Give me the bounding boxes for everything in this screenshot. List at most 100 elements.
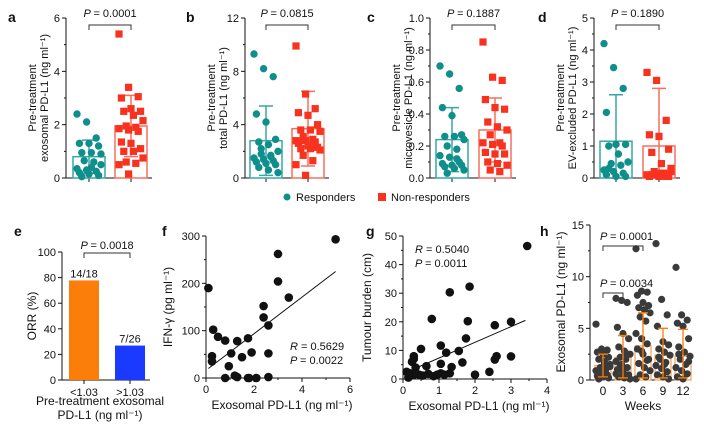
panel-f-x-tick-label: 4 [299, 384, 305, 396]
panel-letter-d: d [538, 9, 547, 25]
panel-d-point-responder [612, 140, 620, 149]
legend-non-responders-marker [378, 193, 386, 201]
panel-g-point [422, 361, 431, 371]
panel-b-point-non-responder [302, 137, 310, 145]
panel-a-point-non-responder [137, 107, 145, 115]
panel-c-point-responder [445, 70, 454, 78]
panel-c-p-value: P = 0.1887 [447, 8, 500, 20]
panel-g-x-label: Exosomal PD-L1 (ng ml⁻¹) [408, 399, 549, 413]
panel-b-point-non-responder [309, 157, 317, 165]
panel-g-point [485, 367, 494, 377]
panel-c-point-non-responder [489, 73, 497, 81]
panel-a-point-responder [94, 142, 103, 150]
panel-a-point-responder [78, 148, 86, 157]
panel-h-point [658, 295, 666, 303]
panel-g-y-tick-label: 0 [391, 374, 397, 386]
panel-a-point-responder [80, 156, 88, 165]
panel-c-point-non-responder [481, 148, 489, 156]
panel-d-point-responder [600, 39, 608, 48]
panel-c-point-non-responder [501, 150, 509, 158]
panel-a-y-label: Pre-treatment [27, 64, 39, 131]
panel-a-point-non-responder [122, 158, 130, 166]
panel-e-x-tick-label: >1.03 [116, 387, 144, 399]
panel-d-y-tick-label: 2 [582, 109, 588, 121]
panel-d-y-tick-label: 3 [582, 77, 588, 89]
panel-h-significance-bracket-0-3 [602, 292, 624, 298]
panel-a-significance-bracket [88, 24, 132, 30]
panel-h-point [625, 335, 633, 343]
panel-f-point [232, 336, 242, 346]
panel-c-y-tick-label: 0.4 [409, 109, 424, 121]
panel-h-error-bar [618, 334, 628, 379]
panel-a-point-non-responder [122, 122, 130, 130]
panel-g-point [522, 241, 532, 251]
panel-c-point-responder [460, 135, 468, 144]
panel-a-point-responder [73, 110, 81, 118]
panel-e-bar-0 [69, 280, 99, 380]
panel-f-x-tick-label: 0 [203, 384, 209, 396]
panel-f-point [204, 283, 213, 293]
panel-d-point-non-responder [648, 171, 656, 179]
panel-c-point-responder [436, 62, 444, 70]
panel-h-error-bar [638, 312, 648, 379]
panel-c-point-responder [443, 169, 451, 177]
panel-h-point [643, 356, 651, 364]
panel-h-x-tick-label: 6 [640, 384, 647, 398]
panel-h-y-tick-label: 5 [578, 323, 584, 335]
panel-d-y-tick-label: 4 [582, 45, 588, 57]
panel-h-point [672, 364, 680, 372]
panel-a-point-responder [92, 134, 100, 142]
panel-h-error-bar [598, 353, 608, 378]
panel-d-y-tick-label: 1 [582, 141, 588, 153]
panel-c-point-responder [450, 132, 459, 141]
panel-h-point [642, 317, 650, 325]
panel-c-point-non-responder [486, 166, 494, 174]
panel-c-point-non-responder [493, 123, 501, 131]
panel-c-y-tick-label: 0.6 [409, 77, 424, 89]
panel-a-point-responder [97, 150, 105, 158]
panel-g-x-tick-label: 1 [436, 385, 442, 397]
panel-h-point [636, 313, 644, 321]
panel-c-point-non-responder [498, 142, 506, 150]
panel-a-point-non-responder [115, 161, 123, 169]
panel-letter-e: e [14, 223, 22, 239]
panel-h-point [616, 361, 624, 370]
panel-letter-f: f [162, 223, 167, 239]
panel-h-significance-bracket-0-6 [602, 245, 644, 251]
panel-f-x-label: Exosomal PD-L1 (ng ml⁻¹) [211, 398, 352, 412]
panel-f-y-tick-label: 200 [182, 278, 200, 290]
panel-b-point-responder [255, 163, 263, 172]
panel-g-r-value: R = 0.5040 [415, 244, 469, 256]
panel-e-y-label: ORR (%) [25, 292, 39, 341]
panel-a-point-non-responder [137, 145, 145, 153]
panel-b-point-responder [267, 151, 275, 160]
panel-f-point [232, 372, 242, 382]
panel-c-y-tick-label: 0.2 [409, 141, 424, 153]
panel-g-point [404, 373, 413, 382]
panel-c-point-non-responder [479, 139, 487, 147]
panel-a-point-non-responder [134, 93, 142, 101]
panel-b-point-non-responder [294, 139, 302, 147]
panel-c-point-non-responder [481, 96, 489, 104]
panel-a-y-tick-label: 2 [54, 120, 60, 132]
panel-g-point [427, 314, 437, 324]
panel-a-point-non-responder [129, 147, 137, 155]
panel-c-point-non-responder [493, 160, 501, 168]
panel-b-point-non-responder [311, 105, 319, 113]
panel-h-point [673, 319, 682, 327]
panel-a-point-responder [94, 171, 103, 180]
panel-h-point [652, 240, 660, 248]
panel-b-point-responder [250, 50, 258, 58]
panel-b-y-tick-label: 12 [227, 13, 239, 25]
panel-b-y-tick-label: 8 [233, 66, 239, 78]
panel-g-fit-line [413, 319, 526, 370]
panel-f-y-tick-label: 100 [182, 326, 200, 338]
panel-h-point [606, 362, 614, 371]
panel-b-point-non-responder [302, 90, 310, 98]
panel-h-point [679, 375, 687, 383]
panel-b-point-responder [255, 138, 263, 146]
panel-a-point-responder [97, 160, 105, 169]
panel-e-x-tick-label: <1.03 [70, 387, 98, 399]
legend: Responders Non-responders [283, 192, 470, 204]
panel-h-point [618, 296, 626, 305]
